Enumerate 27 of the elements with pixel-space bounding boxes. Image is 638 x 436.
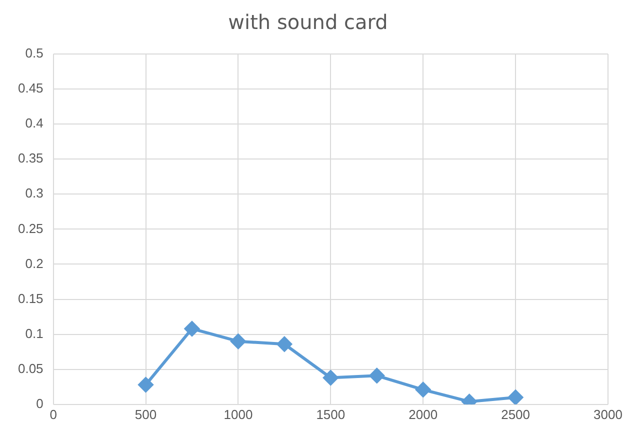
- y-tick-label: 0.1: [25, 326, 44, 341]
- x-tick-label: 1500: [316, 406, 346, 422]
- x-tick-label: 0: [50, 406, 57, 422]
- y-tick-label: 0.25: [18, 220, 44, 236]
- chart-title: with sound card: [228, 10, 388, 34]
- point: [508, 390, 524, 404]
- y-tick-label: 0.45: [18, 80, 44, 96]
- y-tick-label: 0.3: [25, 186, 44, 201]
- point: [138, 377, 154, 392]
- x-tick-label: 3000: [594, 406, 622, 422]
- x-tick-label: 500: [134, 406, 157, 422]
- x-tick-label: 1000: [224, 406, 253, 422]
- point: [369, 368, 384, 384]
- y-tick-label: 0: [36, 396, 44, 411]
- point: [184, 321, 200, 336]
- y-tick-label: 0.2: [25, 256, 44, 271]
- x-tick-label: 2000: [408, 406, 438, 422]
- point: [323, 370, 338, 386]
- point: [416, 382, 431, 398]
- y-tick-label: 0.4: [25, 116, 44, 131]
- y-tick-label: 0.05: [18, 360, 44, 376]
- point: [230, 334, 246, 349]
- y-tick-label: 0.15: [18, 290, 44, 306]
- y-tick-label: 0.5: [25, 46, 44, 61]
- y-tick-label: 0.35: [18, 150, 44, 166]
- point: [276, 336, 292, 352]
- x-tick-label: 2500: [501, 406, 530, 422]
